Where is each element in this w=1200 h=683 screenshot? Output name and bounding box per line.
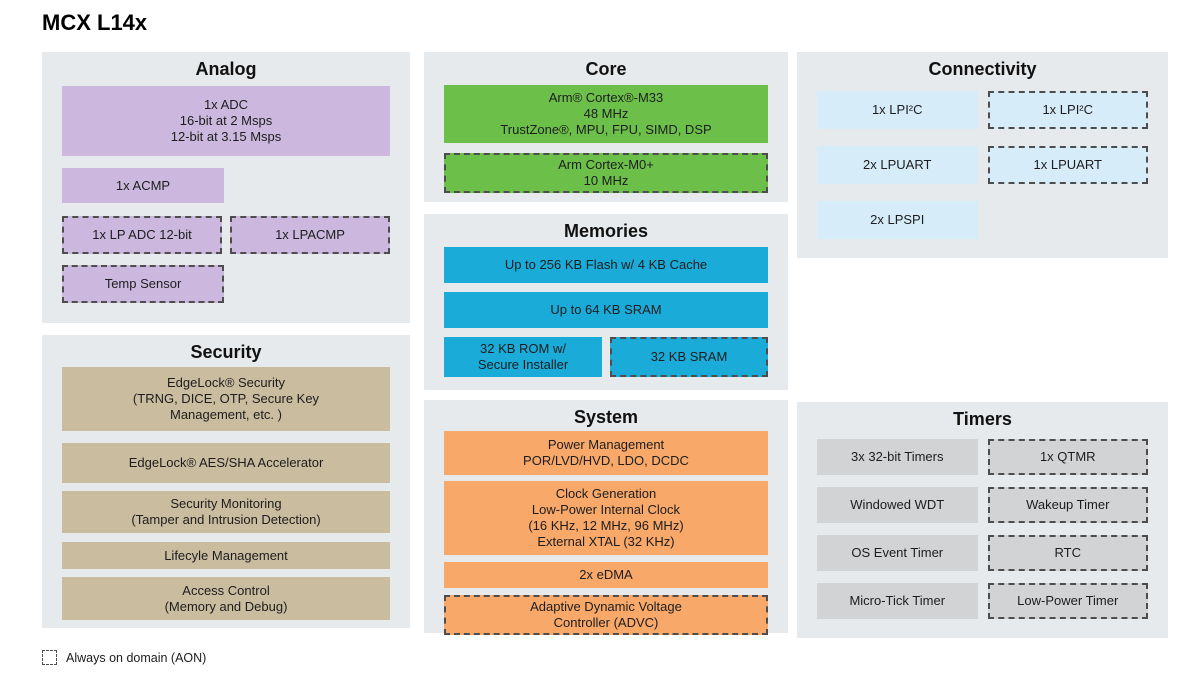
page-title: MCX L14x (42, 10, 148, 35)
memories-section-title: Memories (563, 221, 649, 241)
block-lpuart-aon: 1x LPUART (987, 146, 1148, 184)
core-section-title: Core (585, 59, 627, 79)
connectivity-section-body: 1x LPI²C 1x LPI²C 2x LPUART 1x LPUART 2x… (797, 80, 1168, 239)
memories-row: 32 KB ROM w/ Secure Installer 32 KB SRAM (444, 337, 768, 377)
block-sram-32kb: 32 KB SRAM (610, 337, 768, 377)
block-edgelock-security: EdgeLock® Security (TRNG, DICE, OTP, Sec… (62, 367, 390, 431)
block-32bit-timers: 3x 32-bit Timers (817, 439, 978, 475)
block-os-event-timer: OS Event Timer (817, 535, 978, 571)
block-lpacmp: 1x LPACMP (230, 216, 390, 254)
memories-section: Memories Up to 256 KB Flash w/ 4 KB Cach… (424, 214, 788, 390)
system-section-title: System (573, 407, 639, 427)
timers-section: Timers 3x 32-bit Timers 1x QTMR Windowed… (797, 402, 1168, 638)
block-lpi2c-aon: 1x LPI²C (987, 91, 1148, 129)
block-low-power-timer: Low-Power Timer (987, 583, 1148, 619)
block-security-monitoring: Security Monitoring (Tamper and Intrusio… (62, 491, 390, 533)
block-rom: 32 KB ROM w/ Secure Installer (444, 337, 602, 377)
connectivity-section-title: Connectivity (928, 59, 1037, 79)
aon-dashed-box-icon (42, 650, 57, 665)
core-section: Core Arm® Cortex®-M33 48 MHz TrustZone®,… (424, 52, 788, 202)
legend-label: Always on domain (AON) (66, 650, 207, 665)
timers-section-title: Timers (953, 409, 1012, 429)
block-clock-generation: Clock Generation Low-Power Internal Cloc… (444, 481, 768, 555)
core-section-body: Arm® Cortex®-M33 48 MHz TrustZone®, MPU,… (424, 80, 788, 193)
analog-section: Analog 1x ADC 16-bit at 2 Msps 12-bit at… (42, 52, 410, 323)
block-advc: Adaptive Dynamic Voltage Controller (ADV… (444, 595, 768, 635)
block-lpuart: 2x LPUART (817, 146, 978, 184)
connectivity-section: Connectivity 1x LPI²C 1x LPI²C 2x LPUART… (797, 52, 1168, 258)
block-temp-sensor: Temp Sensor (62, 265, 224, 303)
block-flash: Up to 256 KB Flash w/ 4 KB Cache (444, 247, 768, 283)
block-adc: 1x ADC 16-bit at 2 Msps 12-bit at 3.15 M… (62, 86, 390, 156)
system-section: System Power Management POR/LVD/HVD, LDO… (424, 400, 788, 635)
analog-row: 1x LP ADC 12-bit 1x LPACMP (62, 216, 390, 254)
block-qtmr: 1x QTMR (987, 439, 1148, 475)
block-rtc: RTC (987, 535, 1148, 571)
block-acmp: 1x ACMP (62, 168, 224, 203)
block-edma: 2x eDMA (444, 562, 768, 588)
legend: Always on domain (AON) (42, 650, 206, 665)
system-section-body: Power Management POR/LVD/HVD, LDO, DCDC … (424, 428, 788, 635)
analog-section-body: 1x ADC 16-bit at 2 Msps 12-bit at 3.15 M… (42, 80, 410, 303)
security-section-body: EdgeLock® Security (TRNG, DICE, OTP, Sec… (42, 363, 410, 620)
block-lp-adc: 1x LP ADC 12-bit (62, 216, 222, 254)
block-wakeup-timer: Wakeup Timer (987, 487, 1148, 523)
block-lpi2c: 1x LPI²C (817, 91, 978, 129)
block-lifecycle-management: Lifecyle Management (62, 542, 390, 569)
security-section-title: Security (190, 342, 262, 362)
analog-section-title: Analog (195, 59, 257, 79)
security-section: Security EdgeLock® Security (TRNG, DICE,… (42, 335, 410, 628)
block-sram-64kb: Up to 64 KB SRAM (444, 292, 768, 328)
block-cortex-m0plus: Arm Cortex-M0+ 10 MHz (444, 153, 768, 193)
memories-section-body: Up to 256 KB Flash w/ 4 KB Cache Up to 6… (424, 242, 788, 377)
block-power-management: Power Management POR/LVD/HVD, LDO, DCDC (444, 431, 768, 475)
block-windowed-wdt: Windowed WDT (817, 487, 978, 523)
block-aes-sha-accelerator: EdgeLock® AES/SHA Accelerator (62, 443, 390, 483)
block-micro-tick-timer: Micro-Tick Timer (817, 583, 978, 619)
block-lpspi: 2x LPSPI (817, 201, 978, 239)
timers-section-body: 3x 32-bit Timers 1x QTMR Windowed WDT Wa… (797, 430, 1168, 619)
block-access-control: Access Control (Memory and Debug) (62, 577, 390, 620)
block-cortex-m33: Arm® Cortex®-M33 48 MHz TrustZone®, MPU,… (444, 85, 768, 143)
